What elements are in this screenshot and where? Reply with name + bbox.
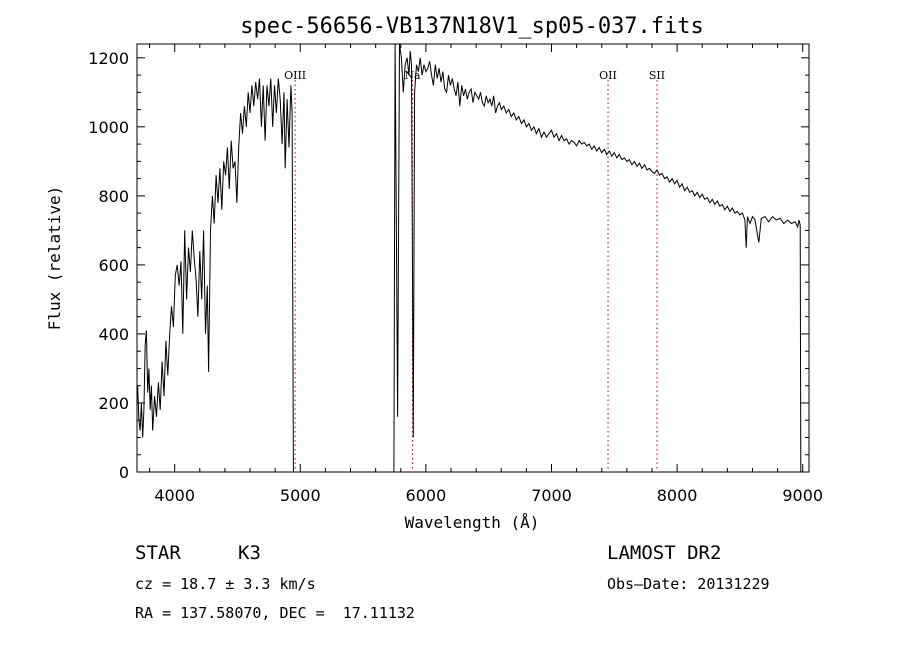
- y-tick-label: 1200: [88, 49, 129, 68]
- coordinates: RA = 137.58070, DEC = 17.11132: [135, 604, 415, 622]
- redshift-cz: cz = 18.7 ± 3.3 km/s: [135, 575, 316, 593]
- x-tick-label: 7000: [531, 486, 572, 505]
- line-marker-label: OII: [599, 69, 617, 82]
- line-marker-label: OIII: [284, 69, 306, 82]
- object-type: STAR: [135, 542, 181, 564]
- y-axis-label: Flux (relative): [45, 186, 64, 331]
- y-tick-label: 400: [98, 325, 129, 344]
- spectrum-line: [137, 43, 802, 473]
- x-tick-label: 5000: [280, 486, 321, 505]
- x-axis-label: Wavelength (Å): [405, 513, 540, 532]
- y-tick-label: 200: [98, 394, 129, 413]
- y-axis: 0 200 400 600 800 1000 1200: [88, 49, 809, 482]
- y-tick-label: 600: [98, 256, 129, 275]
- line-marker-label: SII: [649, 69, 665, 82]
- chart-title: spec-56656-VB137N18V1_sp05-037.fits: [240, 14, 704, 39]
- plot-frame: [136, 43, 810, 473]
- survey-name: LAMOST DR2: [607, 542, 722, 564]
- x-tick-label: 4000: [154, 486, 195, 505]
- x-tick-label: 6000: [406, 486, 447, 505]
- x-tick-label: 8000: [657, 486, 698, 505]
- spectral-line-markers: OIII Na OII SII: [284, 69, 665, 472]
- y-tick-label: 1000: [88, 118, 129, 137]
- y-tick-label: 0: [119, 463, 129, 482]
- y-tick-label: 800: [98, 187, 129, 206]
- subclass: K3: [238, 542, 261, 564]
- observation-date: Obs–Date: 20131229: [607, 575, 770, 593]
- x-tick-label: 9000: [782, 486, 823, 505]
- x-axis: 4000 5000 6000 7000 8000 9000: [149, 44, 823, 505]
